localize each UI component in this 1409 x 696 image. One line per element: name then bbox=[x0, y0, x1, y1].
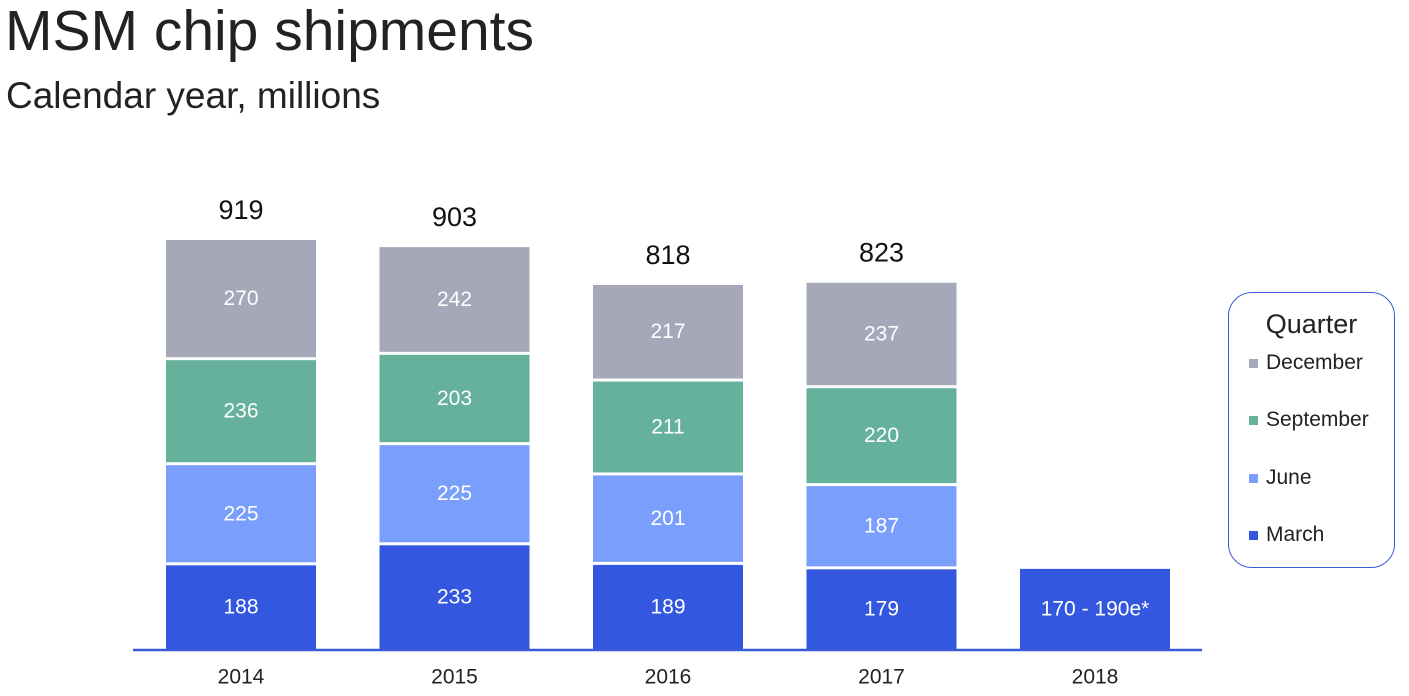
legend-label-june: June bbox=[1266, 466, 1312, 489]
bar-label-estimate-2018: 170 - 190e* bbox=[1041, 597, 1150, 620]
bar-label-june-2014: 225 bbox=[223, 502, 258, 525]
bar-september-2017 bbox=[806, 388, 957, 484]
legend-item-june: June bbox=[1249, 466, 1312, 490]
bar-label-june-2016: 201 bbox=[650, 507, 685, 530]
bar-label-september-2015: 203 bbox=[437, 387, 472, 410]
bar-december-2015 bbox=[379, 247, 530, 352]
bar-december-2017 bbox=[806, 282, 957, 386]
bar-label-september-2016: 211 bbox=[651, 415, 684, 438]
chart-subtitle: Calendar year, millions bbox=[6, 75, 381, 116]
x-tick-label-2018: 2018 bbox=[1072, 666, 1119, 689]
total-label-2015: 903 bbox=[432, 202, 477, 232]
bar-label-june-2015: 225 bbox=[437, 482, 472, 505]
legend-label-december: December bbox=[1266, 351, 1363, 374]
x-tick-label-2015: 2015 bbox=[431, 666, 478, 689]
total-label-2016: 818 bbox=[645, 240, 690, 270]
legend: Quarter December September June March bbox=[1228, 292, 1395, 568]
bar-label-march-2016: 189 bbox=[650, 595, 685, 618]
bar-march-2014 bbox=[166, 565, 316, 649]
legend-swatch-december bbox=[1249, 358, 1258, 368]
bar-label-march-2017: 179 bbox=[864, 598, 899, 621]
bar-september-2014 bbox=[166, 360, 316, 463]
bar-june-2014 bbox=[166, 465, 316, 563]
legend-swatch-march bbox=[1249, 530, 1258, 540]
legend-swatch-september bbox=[1249, 415, 1258, 425]
bar-june-2017 bbox=[806, 486, 957, 567]
bar-label-december-2017: 237 bbox=[864, 322, 899, 345]
bar-december-2016 bbox=[593, 284, 743, 379]
bar-september-2016 bbox=[593, 381, 743, 473]
bar-label-march-2014: 188 bbox=[223, 596, 258, 619]
bar-label-march-2015: 233 bbox=[437, 586, 472, 609]
legend-swatch-june bbox=[1249, 473, 1258, 483]
legend-title: Quarter bbox=[1265, 309, 1358, 339]
legend-item-september: September bbox=[1249, 408, 1369, 432]
chart-title: MSM chip shipments bbox=[5, 0, 535, 63]
bar-september-2015 bbox=[379, 354, 530, 443]
x-tick-label-2017: 2017 bbox=[858, 666, 905, 689]
bar-march-2016 bbox=[593, 564, 743, 649]
legend-item-december: December bbox=[1249, 351, 1363, 375]
bar-june-2016 bbox=[593, 475, 743, 562]
bar-label-december-2015: 242 bbox=[437, 288, 472, 311]
legend-label-march: March bbox=[1266, 523, 1325, 546]
x-tick-label-2016: 2016 bbox=[645, 666, 692, 689]
bar-estimate-2018 bbox=[1020, 568, 1170, 649]
bar-june-2015 bbox=[379, 445, 530, 543]
bar-label-december-2014: 270 bbox=[223, 287, 258, 310]
bar-label-december-2016: 217 bbox=[650, 320, 685, 343]
legend-item-march: March bbox=[1249, 523, 1324, 547]
bar-march-2017 bbox=[806, 569, 957, 649]
total-label-2014: 919 bbox=[218, 195, 263, 225]
legend-label-september: September bbox=[1266, 408, 1369, 431]
bar-label-september-2017: 220 bbox=[864, 424, 899, 447]
x-tick-label-2014: 2014 bbox=[218, 666, 265, 689]
total-label-2017: 823 bbox=[859, 238, 904, 268]
bar-label-june-2017: 187 bbox=[864, 515, 899, 538]
bar-march-2015 bbox=[379, 545, 530, 649]
bar-label-september-2014: 236 bbox=[223, 400, 258, 423]
bar-december-2014 bbox=[166, 240, 316, 358]
